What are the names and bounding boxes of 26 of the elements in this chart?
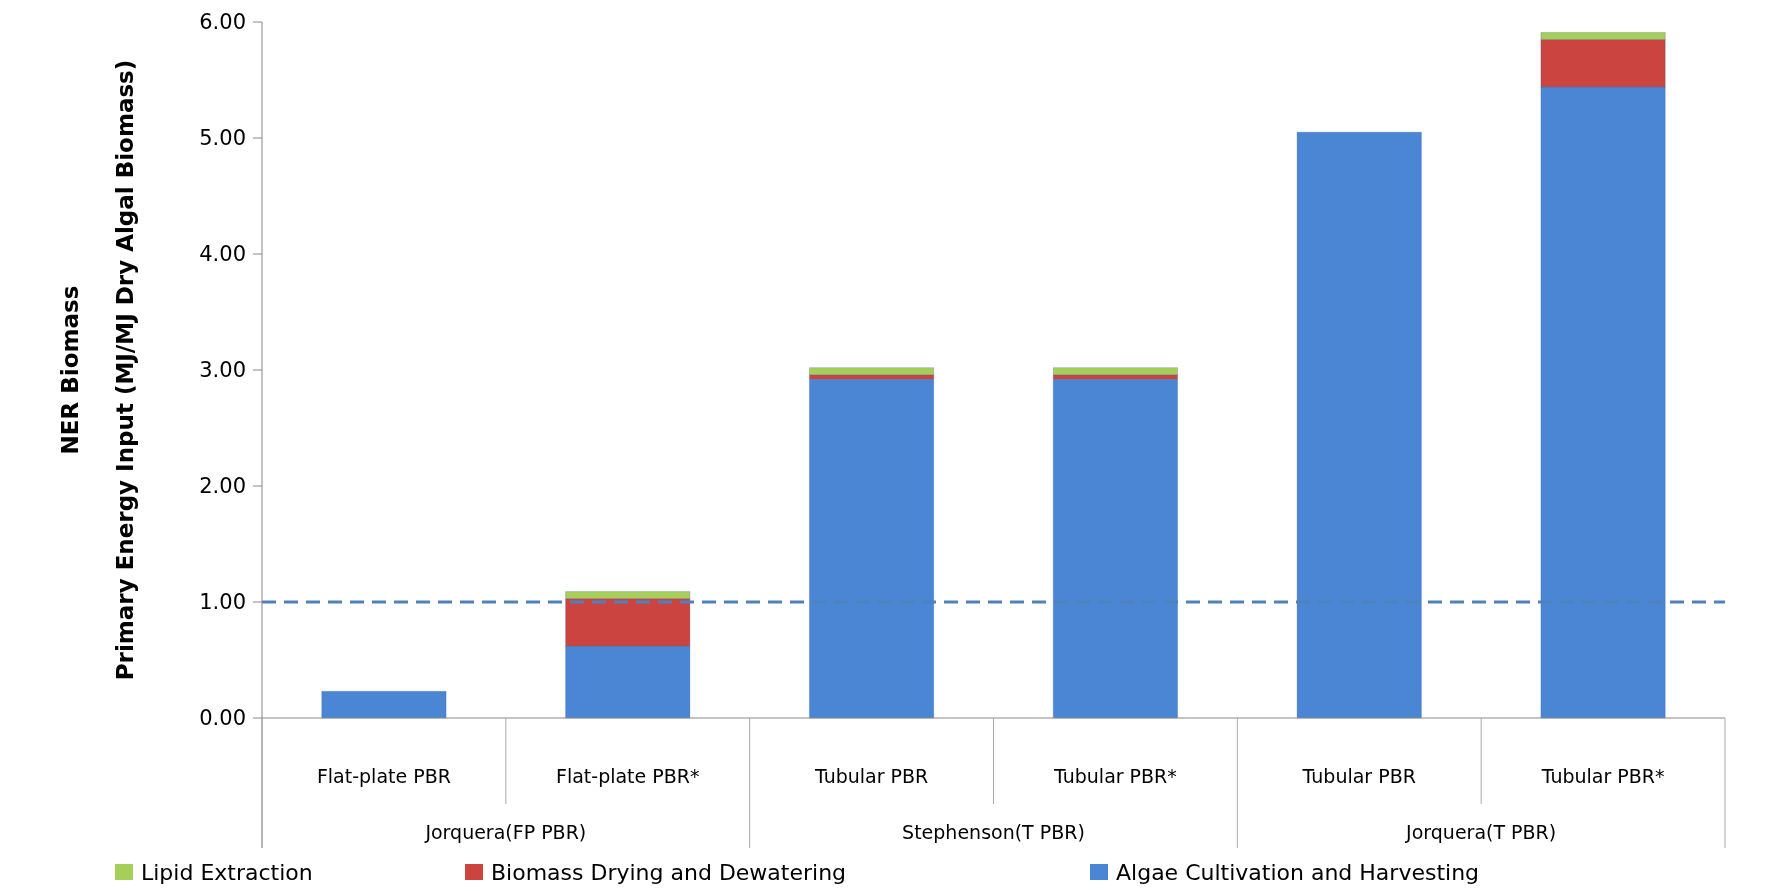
legend-label: Lipid Extraction (141, 859, 313, 885)
legend-label: Biomass Drying and Dewatering (491, 859, 847, 885)
legend-label: Algae Cultivation and Harvesting (1116, 859, 1480, 885)
text: Jorquera(T PBR) (1405, 820, 1557, 843)
bar (808, 367, 935, 376)
x-tick-label: Flat-plate PBR (316, 764, 451, 787)
x-tick-label: Tubular PBR (813, 764, 929, 787)
x-tick-label: Tubular PBR* (1052, 764, 1177, 787)
y-tick-label: 6.00 (199, 10, 246, 35)
x-tick-label: Tubular PBR (1301, 764, 1416, 787)
y-tick-label: 0.00 (199, 706, 246, 731)
bar (808, 378, 935, 719)
y-tick-label: 5.00 (199, 126, 246, 151)
text: Stephenson(T PBR) (902, 820, 1085, 843)
bar (321, 690, 447, 719)
y-tick-label: 2.00 (199, 474, 246, 499)
bar (1052, 378, 1179, 719)
x-tick-label: Flat-plate PBR* (555, 764, 700, 787)
text: Jorquera(FP PBR) (424, 820, 587, 843)
x-tick-label: Tubular PBR* (1540, 764, 1665, 787)
bar (1052, 367, 1179, 376)
y-tick-label: 3.00 (199, 358, 246, 383)
bar (1296, 131, 1422, 719)
y-tick-label: 1.00 (199, 590, 246, 615)
y-tick-label: 4.00 (199, 242, 246, 267)
text: NER Biomass Primary Energy Input (MJ/MJ Dry Algal Biomass) (56, 59, 138, 681)
